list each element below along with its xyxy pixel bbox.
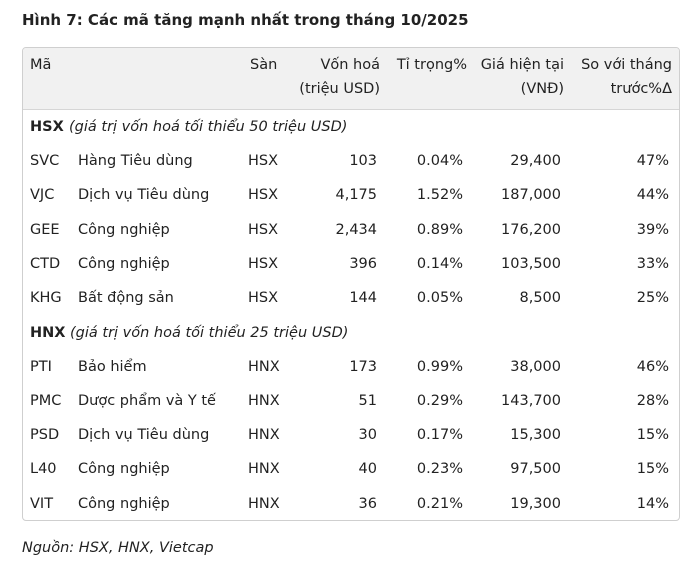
cell: Bất động sản <box>78 290 174 307</box>
cell: PTI <box>30 358 52 375</box>
group-note: (giá trị vốn hoá tối thiểu 50 triệu USD) <box>69 119 348 135</box>
header-cell: Mã <box>30 57 52 73</box>
cell: 103,500 <box>501 255 561 272</box>
cell: 103 <box>349 153 377 169</box>
cell: PMC <box>30 392 62 409</box>
cell: 144 <box>349 290 377 307</box>
cell: 15,300 <box>510 427 561 444</box>
header-cell: (VNĐ) <box>520 81 564 97</box>
cell: 39% <box>636 221 669 238</box>
cell: L40 <box>30 461 57 478</box>
cell: 47% <box>636 153 669 169</box>
cell: HNX <box>248 461 280 478</box>
cell: 46% <box>636 358 669 375</box>
cell: CTD <box>30 255 61 272</box>
cell: 2,434 <box>335 221 377 238</box>
cell: 29,400 <box>510 153 561 169</box>
cell: 14% <box>636 495 669 512</box>
cell: 0.89% <box>416 221 463 238</box>
source: Nguồn: HSX, HNX, Vietcap <box>22 540 214 556</box>
cell: HNX <box>248 495 280 512</box>
cell: 30 <box>358 427 377 444</box>
cell: HNX <box>248 427 280 444</box>
cell: HSX <box>248 187 279 204</box>
cell: HNX <box>248 392 280 409</box>
cell: 33% <box>636 255 669 272</box>
header-cell: Vốn hoá <box>320 57 380 73</box>
cell: 396 <box>349 255 377 272</box>
cell: 4,175 <box>335 187 377 204</box>
cell: HSX <box>248 290 279 307</box>
cell: 0.21% <box>416 495 463 512</box>
group-exchange: HSX <box>30 119 64 135</box>
cell: 0.05% <box>416 290 463 307</box>
cell: Dược phẩm và Y tế <box>78 392 216 409</box>
header-cell: Sàn <box>250 57 278 73</box>
cell: HSX <box>248 255 279 272</box>
cell: Công nghiệp <box>78 495 170 512</box>
header-cell: Giá hiện tại <box>480 57 564 73</box>
cell: Công nghiệp <box>78 461 170 478</box>
cell: VJC <box>30 187 55 204</box>
cell: 28% <box>636 392 669 409</box>
cell: 19,300 <box>510 495 561 512</box>
cell: SVC <box>30 153 60 169</box>
cell: 143,700 <box>501 392 561 409</box>
cell: 25% <box>636 290 669 307</box>
cell: HSX <box>248 221 279 238</box>
cell: Hàng Tiêu dùng <box>78 153 193 169</box>
cell: 44% <box>636 187 669 204</box>
cell: HNX <box>248 358 280 375</box>
cell: 38,000 <box>510 358 561 375</box>
cell: Dịch vụ Tiêu dùng <box>78 187 210 204</box>
cell: 0.17% <box>416 427 463 444</box>
cell: HSX <box>248 153 279 169</box>
cell: 40 <box>358 461 377 478</box>
cell: PSD <box>30 427 60 444</box>
cell: 176,200 <box>501 221 561 238</box>
cell: 97,500 <box>510 461 561 478</box>
cell: KHG <box>30 290 62 307</box>
table <box>22 47 680 521</box>
cell: 0.99% <box>416 358 463 375</box>
header-cell: So với tháng <box>581 57 672 73</box>
cell: 0.04% <box>416 153 463 169</box>
header-cell: (triệu USD) <box>299 81 380 97</box>
cell: Dịch vụ Tiêu dùng <box>78 427 210 444</box>
title: Hình 7: Các mã tăng mạnh nhất trong thán… <box>22 11 469 29</box>
cell: 15% <box>636 427 669 444</box>
cell: VIT <box>30 495 54 512</box>
cell: 36 <box>358 495 377 512</box>
header-cell: Tỉ trọng% <box>396 57 467 73</box>
group-note: (giá trị vốn hoá tối thiểu 25 triệu USD) <box>70 324 349 341</box>
cell: 15% <box>636 461 669 478</box>
cell: GEE <box>30 221 60 238</box>
header-cell: trước%Δ <box>610 81 672 97</box>
cell: Bảo hiểm <box>78 358 147 375</box>
cell: 0.29% <box>416 392 463 409</box>
cell: 0.14% <box>416 255 463 272</box>
group-exchange: HNX <box>30 324 66 341</box>
cell: Công nghiệp <box>78 255 170 272</box>
cell: 8,500 <box>519 290 561 307</box>
table-header <box>23 48 679 110</box>
cell: 187,000 <box>501 187 561 204</box>
cell: 51 <box>358 392 377 409</box>
cell: 0.23% <box>416 461 463 478</box>
cell: 1.52% <box>416 187 463 204</box>
cell: Công nghiệp <box>78 221 170 238</box>
cell: 173 <box>349 358 377 375</box>
